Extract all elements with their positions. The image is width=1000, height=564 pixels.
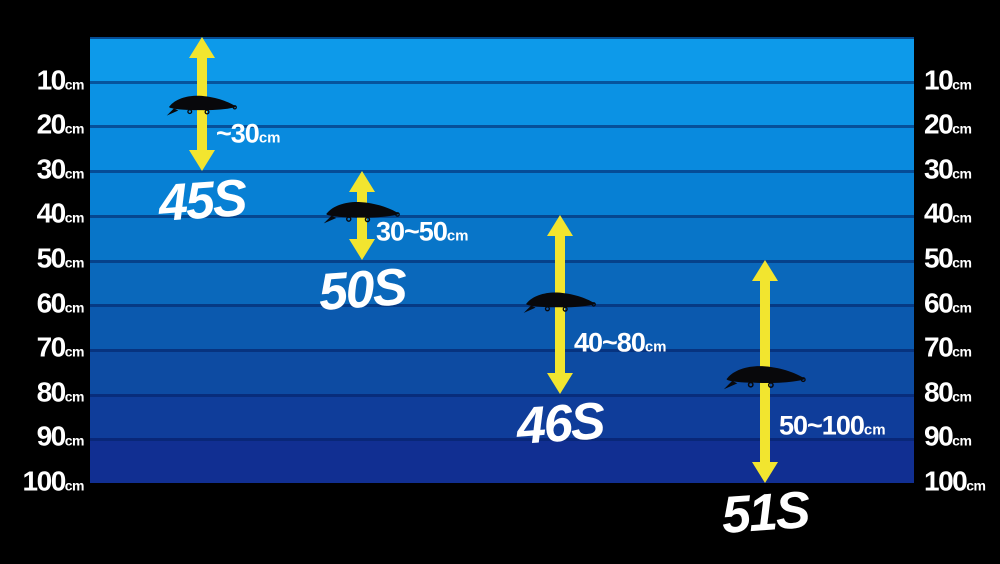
tick-unit: cm [952, 343, 972, 360]
depth-tick-left: 60cm [0, 287, 85, 319]
water-band-80cm [90, 348, 914, 394]
tick-value: 90 [36, 420, 67, 452]
tick-unit: cm [64, 432, 85, 449]
depth-range-label: 30~50cm [376, 218, 469, 245]
tick-unit: cm [952, 388, 972, 405]
tick-value: 80 [36, 376, 67, 408]
water-band-10cm [90, 37, 914, 81]
tick-value: 20 [36, 108, 67, 140]
lure-icon-46S [523, 287, 597, 323]
lure-icon-50S [323, 196, 401, 234]
depth-tick-left: 40cm [0, 197, 85, 229]
tick-unit: cm [64, 343, 85, 360]
water-band-90cm [90, 393, 914, 439]
depth-tick-right: 20cm [924, 108, 972, 140]
depth-tick-left: 20cm [0, 108, 85, 140]
tick-unit: cm [952, 254, 972, 271]
tick-value: 60 [924, 287, 954, 319]
tick-value: 70 [924, 331, 954, 363]
tick-value: 70 [36, 331, 67, 363]
tick-value: 30 [924, 153, 954, 185]
range-value: 30~50 [376, 216, 448, 247]
depth-tick-right: 50cm [924, 242, 972, 274]
arrow-head-down [752, 462, 778, 483]
tick-value: 100 [924, 465, 968, 497]
depth-tick-right: 40cm [924, 197, 972, 229]
arrow-head-down [547, 372, 573, 394]
tick-value: 20 [924, 108, 954, 140]
tick-value: 30 [36, 153, 67, 185]
arrow-head-up [189, 37, 215, 58]
arrow-head-down [189, 149, 215, 171]
tick-unit: cm [952, 299, 972, 316]
range-value: 50~100 [779, 410, 865, 441]
tick-unit: cm [952, 432, 972, 449]
tick-unit: cm [64, 477, 85, 494]
tick-unit: cm [64, 299, 85, 316]
model-label-51S: 51S [719, 481, 811, 545]
model-label-50S: 50S [316, 258, 408, 322]
tick-value: 50 [924, 242, 954, 274]
depth-tick-right: 80cm [924, 376, 972, 408]
range-unit: cm [446, 227, 469, 245]
range-value: ~30 [216, 118, 260, 149]
depth-tick-right: 30cm [924, 153, 972, 185]
water-gradient [90, 37, 914, 484]
depth-tick-right: 60cm [924, 287, 972, 319]
tick-value: 60 [36, 287, 67, 319]
model-label-45S: 45S [156, 168, 248, 233]
depth-tick-right: 100cm [924, 465, 986, 497]
depth-tick-left: 90cm [0, 420, 85, 452]
tick-unit: cm [952, 120, 972, 137]
depth-range-label: ~30cm [216, 120, 281, 147]
tick-value: 100 [22, 465, 67, 497]
tick-unit: cm [966, 477, 986, 494]
arrow-head-up [752, 260, 778, 281]
water-band-50cm [90, 214, 914, 260]
tick-value: 10 [924, 64, 954, 96]
depth-tick-left: 80cm [0, 376, 85, 408]
arrow-head-up [547, 215, 573, 237]
tick-unit: cm [64, 120, 85, 137]
depth-tick-left: 10cm [0, 64, 85, 96]
depth-tick-right: 10cm [924, 64, 972, 96]
range-unit: cm [258, 129, 281, 147]
depth-tick-left: 30cm [0, 153, 85, 185]
depth-tick-right: 70cm [924, 331, 972, 363]
tick-value: 50 [36, 242, 67, 274]
depth-tick-left: 70cm [0, 331, 85, 363]
water-band-100cm [90, 438, 914, 484]
tick-unit: cm [64, 254, 85, 271]
tick-unit: cm [952, 165, 972, 182]
tick-unit: cm [64, 165, 85, 182]
depth-range-label: 50~100cm [779, 412, 886, 439]
tick-value: 10 [36, 64, 67, 96]
tick-unit: cm [952, 209, 972, 226]
tick-unit: cm [64, 388, 85, 405]
lure-icon-51S [723, 360, 807, 400]
depth-range-label: 40~80cm [574, 327, 667, 358]
range-value: 40~80 [574, 327, 646, 358]
tick-value: 40 [36, 197, 67, 229]
tick-unit: cm [64, 76, 85, 93]
tick-unit: cm [64, 209, 85, 226]
tick-value: 90 [924, 420, 954, 452]
depth-tick-right: 90cm [924, 420, 972, 452]
tick-value: 80 [924, 376, 954, 408]
range-unit: cm [644, 338, 667, 356]
water-band-30cm [90, 125, 914, 171]
lure-icon-45S [166, 91, 238, 126]
water-band-40cm [90, 170, 914, 215]
range-unit: cm [863, 421, 886, 439]
arrow-head-up [349, 170, 375, 192]
tick-value: 40 [924, 197, 954, 229]
tick-unit: cm [952, 76, 972, 93]
arrow-head-down [349, 238, 375, 260]
water-band-70cm [90, 304, 914, 349]
water-band-60cm [90, 259, 914, 305]
depth-tick-left: 100cm [0, 465, 85, 497]
model-label-46S: 46S [514, 391, 606, 456]
depth-tick-left: 50cm [0, 242, 85, 274]
